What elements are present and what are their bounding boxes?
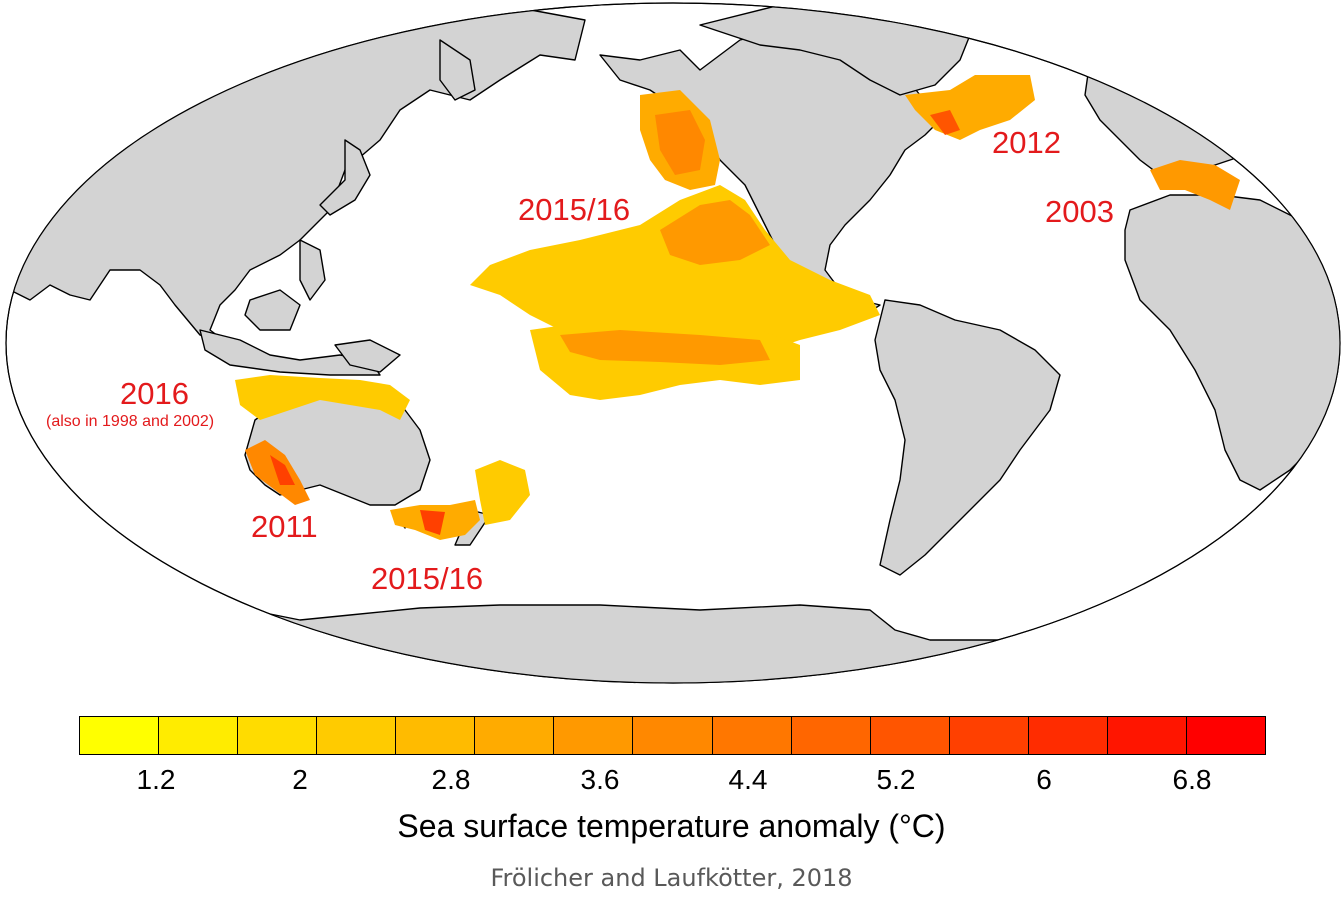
colorbar-tick: 2.8 — [431, 764, 471, 795]
patch-tasman-core — [420, 510, 445, 535]
colorbar-swatch — [1028, 717, 1108, 754]
note-n-australia: (also in 1998 and 2002) — [46, 413, 215, 430]
colorbar-swatch — [791, 717, 871, 754]
colorbar-tick: 1.2 — [136, 764, 176, 795]
colorbar-swatch — [712, 717, 792, 754]
patch-nw-atlantic-core — [930, 110, 960, 135]
colorbar-swatch — [1186, 717, 1265, 754]
land-philippines — [299, 239, 326, 301]
colorbar-tick: 6.8 — [1172, 764, 1212, 795]
label-mediterranean: 2003 — [1045, 194, 1114, 229]
label-n-australia: 2016 — [120, 376, 189, 411]
patch-ne-pacific — [470, 185, 880, 365]
colorbar-tick: 2 — [292, 764, 308, 795]
land-antarctica — [6, 604, 1340, 683]
colorbar-swatch — [949, 717, 1029, 754]
patch-nz — [475, 460, 530, 525]
patch-n-australia — [235, 375, 410, 420]
land-japan — [319, 139, 371, 216]
label-ne-pacific: 2015/16 — [518, 192, 631, 227]
patch-ne-pacific-core — [660, 200, 770, 265]
patch-equatorial-core — [560, 330, 770, 365]
land-borneo — [244, 289, 301, 331]
land-new-guinea — [334, 339, 401, 373]
land-south-america — [874, 299, 1061, 576]
colorbar-swatch — [633, 717, 713, 754]
colorbar-swatch — [396, 717, 476, 754]
heatwave-patches — [235, 75, 1240, 540]
colorbar-swatch — [317, 717, 397, 754]
colorbar-swatch — [80, 717, 160, 754]
colorbar-tick: 5.2 — [876, 764, 916, 795]
colorbar-swatch — [870, 717, 950, 754]
land-kamchatka — [439, 39, 476, 101]
world-map — [5, 2, 1341, 684]
label-nw-atlantic: 2012 — [992, 125, 1061, 160]
colorbar-swatch — [475, 717, 555, 754]
colorbar-swatch — [159, 717, 239, 754]
patch-w-australia-core — [270, 455, 295, 485]
patch-gulf-alaska-core — [655, 110, 705, 175]
colorbar — [79, 716, 1266, 755]
colorbar-title: Sea surface temperature anomaly (°C) — [397, 808, 946, 844]
colorbar-swatch — [1107, 717, 1187, 754]
source-credit: Frölicher and Laufkötter, 2018 — [490, 864, 853, 892]
patch-mediterranean — [1150, 160, 1240, 210]
label-w-australia: 2011 — [251, 509, 318, 544]
colorbar-tick: 6 — [1036, 764, 1052, 795]
label-tasman: 2015/16 — [371, 561, 484, 596]
colorbar-swatch — [238, 717, 318, 754]
land-africa — [1124, 194, 1340, 491]
colorbar-swatch — [554, 717, 634, 754]
colorbar-tick: 3.6 — [580, 764, 620, 795]
colorbar-tick: 4.4 — [728, 764, 768, 795]
